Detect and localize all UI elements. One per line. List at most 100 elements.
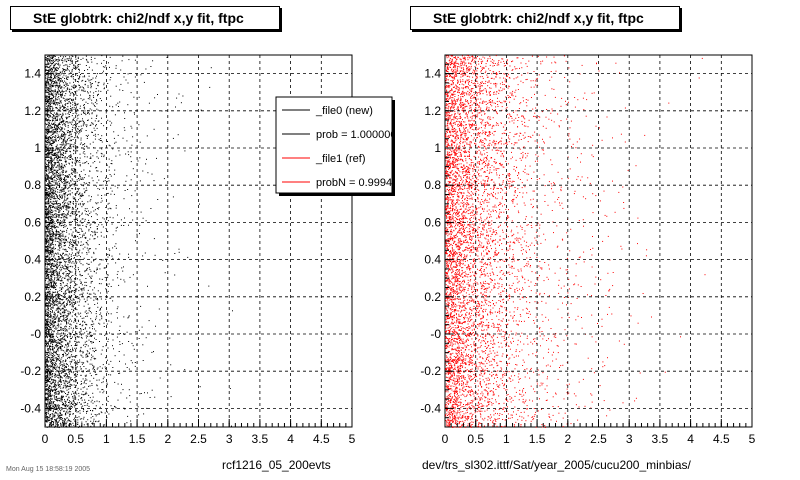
scatter-point — [50, 157, 52, 159]
scatter-point — [45, 258, 47, 260]
scatter-point — [142, 360, 144, 361]
scatter-point — [150, 208, 152, 209]
scatter-point — [68, 332, 70, 334]
scatter-point — [92, 365, 94, 367]
scatter-point — [46, 262, 48, 264]
scatter-point — [47, 96, 49, 98]
scatter-point — [79, 249, 81, 251]
scatter-point — [54, 281, 56, 283]
scatter-point — [51, 417, 53, 419]
scatter-point — [80, 120, 82, 122]
scatter-point — [47, 254, 49, 256]
scatter-point — [46, 418, 48, 420]
scatter-point — [61, 372, 63, 374]
scatter-point — [60, 180, 61, 182]
scatter-point — [54, 300, 56, 302]
scatter-point — [53, 358, 54, 360]
scatter-point — [52, 324, 54, 326]
scatter-point — [82, 288, 84, 290]
scatter-point — [87, 69, 89, 71]
scatter-point — [52, 269, 54, 271]
scatter-point — [133, 348, 135, 350]
scatter-point — [63, 364, 65, 366]
scatter-point — [53, 81, 55, 83]
scatter-point — [90, 199, 92, 201]
scatter-point — [58, 391, 60, 393]
scatter-point — [47, 308, 49, 310]
scatter-point — [51, 382, 53, 384]
scatter-point — [68, 352, 70, 354]
scatter-point — [45, 136, 47, 138]
scatter-point — [46, 74, 48, 75]
scatter-point — [48, 405, 50, 407]
scatter-point — [66, 176, 68, 178]
scatter-point — [51, 258, 53, 260]
scatter-point — [75, 367, 77, 369]
scatter-point — [69, 341, 71, 343]
scatter-point — [79, 328, 81, 329]
scatter-point — [66, 330, 68, 332]
scatter-point — [72, 311, 74, 313]
scatter-point — [47, 285, 49, 286]
scatter-point — [50, 188, 52, 189]
scatter-point — [60, 220, 61, 222]
scatter-point — [45, 314, 47, 316]
scatter-point — [87, 403, 89, 405]
scatter-point — [49, 376, 51, 378]
scatter-point — [64, 150, 66, 152]
scatter-point — [47, 100, 49, 101]
scatter-point — [90, 261, 92, 263]
scatter-point — [68, 270, 69, 272]
scatter-point — [64, 123, 66, 125]
scatter-point — [54, 131, 56, 132]
scatter-point — [91, 231, 93, 232]
scatter-point — [53, 291, 55, 293]
scatter-point — [96, 73, 98, 75]
scatter-point — [74, 104, 76, 106]
scatter-point — [54, 373, 56, 375]
scatter-point — [59, 301, 61, 303]
scatter-point — [58, 234, 60, 236]
scatter-point — [83, 233, 85, 235]
scatter-point — [66, 69, 68, 71]
scatter-point — [103, 376, 105, 378]
scatter-point — [59, 136, 61, 138]
scatter-point — [45, 303, 47, 305]
scatter-point — [56, 333, 58, 335]
scatter-point — [85, 353, 87, 355]
scatter-point — [64, 264, 66, 266]
scatter-point — [74, 396, 76, 398]
scatter-point — [54, 426, 56, 428]
scatter-point — [48, 214, 50, 216]
scatter-point — [46, 112, 48, 114]
scatter-point — [52, 171, 54, 173]
scatter-point — [51, 271, 53, 273]
scatter-point — [94, 358, 95, 360]
scatter-point — [46, 197, 48, 199]
scatter-point — [96, 115, 98, 117]
scatter-point — [55, 174, 57, 176]
scatter-point — [65, 363, 67, 365]
scatter-point — [62, 169, 64, 171]
scatter-point — [100, 298, 102, 300]
scatter-point — [76, 402, 78, 404]
scatter-point — [48, 96, 50, 98]
scatter-point — [115, 141, 117, 143]
scatter-point — [75, 297, 77, 299]
scatter-point — [69, 334, 71, 336]
scatter-point — [62, 369, 64, 371]
scatter-point — [78, 193, 80, 195]
scatter-point — [71, 129, 73, 130]
scatter-point — [51, 376, 53, 378]
scatter-point — [71, 212, 73, 213]
scatter-point — [47, 58, 49, 60]
scatter-point — [77, 267, 79, 269]
scatter-point — [105, 112, 107, 114]
scatter-point — [58, 372, 60, 374]
scatter-point — [109, 105, 111, 107]
scatter-point — [75, 384, 77, 386]
scatter-point — [50, 317, 52, 319]
scatter-point — [56, 203, 58, 205]
scatter-point — [62, 202, 64, 203]
scatter-point — [81, 222, 83, 224]
